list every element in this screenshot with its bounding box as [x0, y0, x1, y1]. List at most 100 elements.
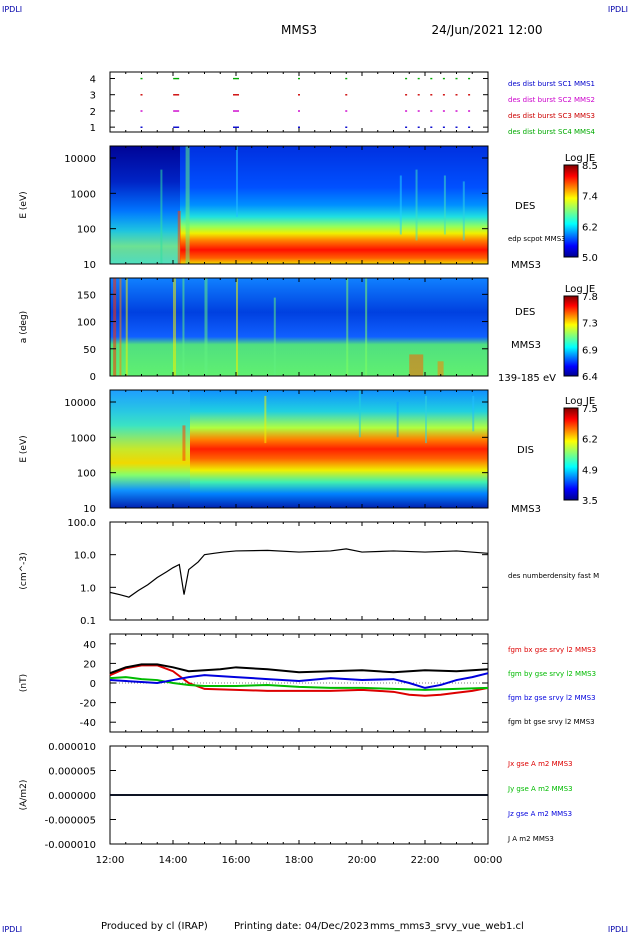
des-pitch-label-sc: MMS3	[511, 340, 541, 351]
burst-mark	[298, 110, 300, 112]
burst-mark	[455, 94, 458, 96]
burst-mark	[405, 94, 408, 96]
des-energy-ytick-label: 1000	[71, 189, 96, 200]
colorbar-tick-label: 7.3	[582, 319, 598, 330]
burst-mark	[468, 77, 471, 80]
time-tick-label: 20:00	[348, 855, 377, 866]
burst-mark	[233, 77, 239, 80]
current-legend-entry: Jz gse A m2 MMS3	[507, 810, 572, 818]
magnetic-field-ylabel: (nT)	[19, 674, 29, 692]
time-tick-label: 16:00	[222, 855, 251, 866]
colorbar-title: Log JE	[565, 153, 595, 164]
des-energy-ytick-label: 100	[77, 225, 96, 236]
des-energy-streak	[443, 175, 446, 235]
current-legend-entry: Jy gse A m2 MMS3	[507, 785, 573, 793]
mag-legend-entry: fgm by gse srvy l2 MMS3	[508, 670, 596, 678]
burst-mark	[298, 94, 300, 96]
des-energy-streak	[177, 210, 181, 264]
des-pitch-streak	[365, 278, 368, 376]
dis-energy-streak	[264, 395, 267, 444]
density-ytick-label: 100.0	[67, 518, 96, 529]
colorbar-title: Log JE	[565, 284, 595, 295]
corner-mark-br: IPDLI	[608, 925, 628, 934]
burst-legend-entry: des dist burst SC1 MMS1	[508, 80, 595, 88]
des-pitch-label-instrument: DES	[515, 307, 535, 318]
time-tick-label: 14:00	[159, 855, 188, 866]
colorbar-tick-label: 8.5	[582, 161, 598, 172]
burst-mark	[417, 77, 420, 80]
density-panel: 0.1 1.0 10.0 100.0 (cm^-3) des numberdensit…	[19, 518, 599, 627]
burst-panel-frame	[109, 71, 489, 133]
current-legend-entry: J A m2 MMS3	[507, 835, 554, 843]
burst-mark	[468, 110, 471, 112]
burst-mark	[233, 126, 239, 128]
colorbar	[563, 295, 579, 377]
current-ylabel: (A/m2)	[19, 780, 29, 811]
dis-energy-panel: E (eV) DIS MMS3 10 100 1000 10000	[19, 389, 541, 515]
burst-mark	[430, 94, 433, 96]
mag-legend-entry: fgm bz gse srvy l2 MMS3	[508, 694, 596, 702]
des-energy-streak	[185, 146, 190, 264]
mission-title: MMS3	[281, 23, 317, 37]
burst-mark	[442, 77, 445, 80]
burst-ytick-label: 1	[90, 123, 96, 134]
burst-mark	[140, 94, 143, 96]
dis-energy-streak	[182, 425, 186, 461]
colorbar-tick-label: 6.2	[582, 222, 598, 233]
burst-mark	[417, 126, 420, 128]
des-energy-streak	[236, 146, 238, 217]
des-pitch-ytick-label: 150	[77, 290, 96, 301]
burst-mark	[405, 77, 408, 80]
des-pitch-streak	[173, 278, 176, 376]
current-ytick-label: 0.000010	[48, 742, 96, 753]
burst-mark	[140, 110, 143, 112]
burst-mark	[405, 126, 408, 128]
burst-mark	[468, 126, 471, 128]
dis-energy-ytick-label: 100	[77, 469, 96, 480]
des-pitch-ytick-label: 50	[83, 345, 96, 356]
burst-ytick-label: 2	[90, 107, 96, 118]
des-pitch-streak	[437, 361, 444, 376]
burst-ytick-label: 4	[90, 74, 96, 85]
footer-filename: mms_mms3_srvy_vue_web1.cl	[370, 921, 524, 932]
burst-mark	[405, 110, 408, 112]
mag-ytick-label: -20	[80, 699, 96, 710]
current-ytick-label: 0.000000	[48, 791, 96, 802]
current-ytick-label: -0.000005	[45, 816, 96, 827]
burst-mark	[442, 126, 445, 128]
density-ytick-label: 0.1	[80, 616, 96, 627]
burst-mark	[430, 110, 433, 112]
des-pitch-ylabel: a (deg)	[19, 311, 29, 343]
dis-energy-streak	[472, 395, 475, 432]
time-tick-label: 00:00	[474, 855, 503, 866]
dis-energy-ytick-label: 1000	[71, 433, 96, 444]
burst-legend-entry: des dist burst SC2 MMS2	[508, 96, 595, 104]
burst-mark	[173, 110, 180, 112]
des-energy-streak	[160, 169, 163, 264]
des-pitch-streak	[125, 278, 128, 376]
density-series-label: des numberdensity fast M	[508, 572, 599, 580]
corner-mark-bl: IPDLI	[2, 925, 22, 934]
magnetic-field-panel: -40 -20 0 20 40 (nT) fgm bx gse srvy l2 MMS3…	[19, 633, 596, 733]
colorbar-tick-label: 6.9	[582, 345, 598, 356]
colorbar-tick-label: 3.5	[582, 496, 598, 507]
mag-ytick-label: 0	[90, 679, 96, 690]
time-tick-label: 18:00	[285, 855, 314, 866]
burst-mark	[455, 126, 458, 128]
colorbar-tick-label: 7.5	[582, 404, 598, 415]
des-energy-streak	[415, 169, 418, 241]
mag-line-by	[109, 676, 489, 691]
footer-produced-by: Produced by cl (IRAP)	[101, 921, 208, 932]
des-pitch-streak	[409, 354, 424, 376]
time-tick-label: 22:00	[411, 855, 440, 866]
current-ytick-label: -0.000010	[45, 840, 96, 851]
colorbar-tick-label: 7.8	[582, 292, 598, 303]
mag-legend-entry: fgm bt gse srvy l2 MMS3	[508, 718, 595, 726]
burst-mark	[298, 77, 300, 80]
dis-energy-ytick-label: 10	[83, 504, 96, 515]
des-pitch-panel: a (deg) DES MMS3 139-185 eV 0 50 100 150	[19, 277, 556, 384]
dis-energy-ytick-label: 10000	[64, 398, 96, 409]
time-tick-label: 12:00	[96, 855, 125, 866]
burst-mark	[417, 110, 420, 112]
